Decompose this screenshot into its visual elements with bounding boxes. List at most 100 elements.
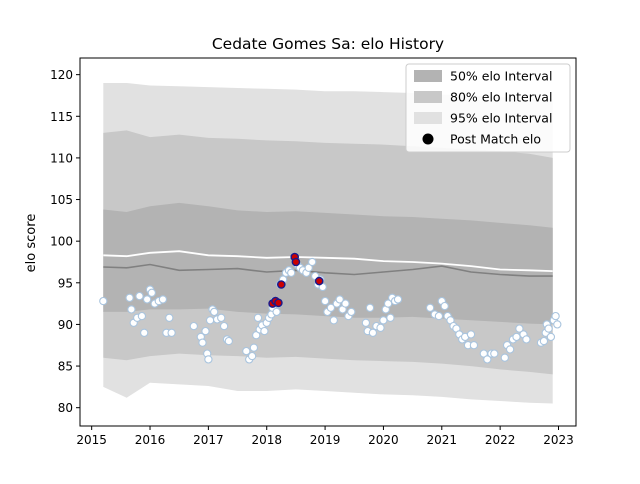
- plot-frame: [79, 57, 577, 427]
- median-elo-line: [103, 263, 553, 277]
- band-50-interval: [103, 202, 553, 325]
- post-match-point: [272, 307, 281, 317]
- post-match-point: [434, 311, 444, 321]
- legend-label: Post Match elo: [450, 132, 541, 147]
- post-match-point: [539, 336, 549, 346]
- post-match-point: [165, 313, 174, 322]
- legend-marker: [422, 133, 434, 145]
- post-match-point: [347, 307, 356, 317]
- post-match-point: [341, 299, 350, 308]
- post-match-point: [553, 320, 562, 329]
- x-tick-label: 2022: [485, 433, 516, 447]
- post-match-point: [219, 321, 229, 331]
- post-match-point: [140, 328, 149, 337]
- post-match-point: [137, 311, 147, 321]
- post-match-point: [386, 313, 395, 322]
- post-match-point: [320, 296, 330, 306]
- post-match-point: [158, 295, 168, 304]
- post-match-point: [515, 324, 524, 333]
- legend-swatch: [414, 70, 442, 82]
- post-match-point: [204, 355, 213, 364]
- post-match-point: [142, 295, 152, 304]
- post-match-point: [253, 313, 263, 322]
- y-tick-label: 85: [58, 360, 73, 374]
- post-match-point: [512, 332, 521, 342]
- post-match-point: [329, 316, 338, 325]
- x-tick-label: 2018: [251, 433, 282, 447]
- x-tick-label: 2023: [543, 433, 574, 447]
- post-match-point: [335, 295, 344, 304]
- x-tick-label: 2019: [310, 433, 341, 447]
- post-match-point: [201, 326, 210, 336]
- post-match-point: [368, 328, 378, 337]
- post-match-point: [490, 349, 499, 358]
- legend: 50% elo Interval 80% elo Interval 95% elo …: [405, 63, 571, 153]
- post-match-point: [242, 346, 251, 356]
- post-match-point: [544, 324, 553, 333]
- post-match-point: [551, 311, 560, 321]
- chart-title: Cedate Gomes Sa: elo History: [212, 35, 444, 53]
- legend-swatch: [414, 112, 442, 124]
- post-match-point-highlighted: [274, 298, 283, 308]
- post-match-point: [125, 293, 134, 302]
- post-match-point: [127, 305, 136, 314]
- y-tick-label: 105: [50, 193, 73, 207]
- y-tick-label: 115: [50, 110, 73, 124]
- post-match-point: [425, 303, 435, 312]
- y-tick-label: 90: [58, 318, 73, 332]
- x-tick-label: 2016: [135, 433, 166, 447]
- y-tick-label: 95: [58, 276, 73, 290]
- post-match-point: [198, 338, 207, 347]
- post-match-point: [210, 307, 219, 317]
- post-match-point: [393, 295, 403, 304]
- post-match-point: [379, 316, 388, 325]
- mean-elo-line: [103, 250, 553, 272]
- post-match-point: [365, 303, 375, 312]
- legend-label: 80% elo Interval: [450, 90, 552, 105]
- post-match-point-highlighted: [291, 257, 301, 267]
- post-match-point: [135, 291, 144, 301]
- x-tick-label: 2020: [368, 433, 399, 447]
- legend-swatch: [414, 91, 442, 103]
- post-match-point: [440, 301, 449, 311]
- y-tick-label: 100: [50, 235, 73, 249]
- x-tick-label: 2015: [76, 433, 107, 447]
- post-match-point: [383, 299, 393, 308]
- legend-box: [405, 63, 571, 153]
- y-axis-label: elo score: [24, 214, 39, 273]
- post-match-point: [147, 288, 156, 297]
- legend-label: 50% elo Interval: [450, 69, 552, 84]
- y-tick-label: 80: [58, 401, 73, 415]
- post-match-point: [469, 341, 479, 350]
- post-match-point: [546, 332, 556, 342]
- legend-label: 95% elo Interval: [450, 111, 552, 126]
- post-match-point-highlighted: [276, 280, 286, 289]
- plot-area: [99, 83, 562, 404]
- post-match-point: [189, 321, 198, 331]
- y-tick-label: 120: [50, 68, 73, 82]
- post-match-point: [308, 257, 317, 267]
- post-match-point: [99, 296, 108, 306]
- x-tick-label: 2021: [427, 433, 458, 447]
- post-match-point: [500, 353, 509, 362]
- y-tick-label: 110: [50, 151, 73, 165]
- axes: 2015 2016 2017 2018 2019 2020 2021 2022 2023 80 85…: [50, 57, 577, 447]
- post-match-point: [376, 323, 385, 332]
- post-match-point: [167, 328, 176, 337]
- post-match-point: [260, 326, 269, 336]
- post-match-point: [249, 343, 259, 352]
- post-match-point: [505, 345, 515, 354]
- post-match-point: [466, 330, 476, 339]
- post-match-point: [217, 313, 226, 322]
- post-match-point: [361, 318, 371, 327]
- post-match-point-highlighted: [314, 276, 324, 286]
- post-match-point: [205, 316, 215, 325]
- post-match-point: [522, 335, 531, 344]
- post-match-point: [326, 303, 336, 312]
- post-match-point: [287, 268, 296, 277]
- post-match-point: [247, 351, 257, 361]
- post-match-point: [224, 336, 233, 346]
- x-tick-label: 2017: [193, 433, 224, 447]
